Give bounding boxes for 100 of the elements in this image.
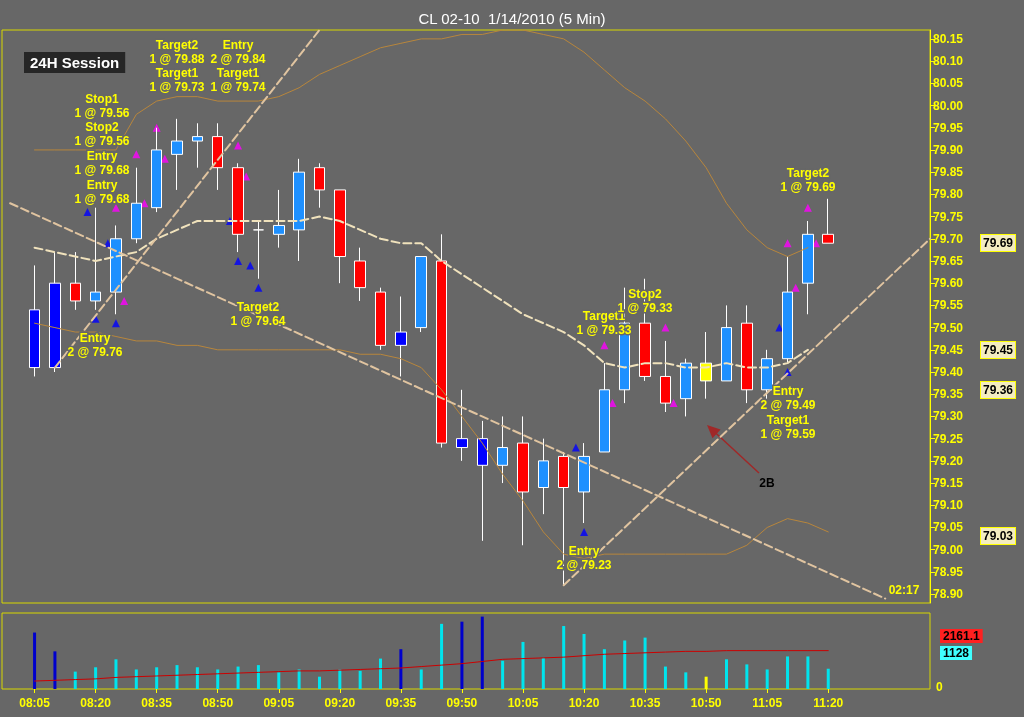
point bbox=[234, 256, 243, 265]
point bbox=[120, 296, 129, 305]
candlestick bbox=[415, 256, 427, 333]
bar bbox=[236, 666, 240, 689]
candlestick bbox=[293, 158, 305, 262]
y-tick-label: 79.15 bbox=[933, 476, 964, 491]
bar bbox=[786, 656, 790, 689]
x-tick-label: 08:35 bbox=[141, 696, 173, 710]
x-tick-label: 09:20 bbox=[324, 696, 356, 710]
candlestick bbox=[436, 233, 447, 449]
annotation: Target2 1 @ 79.69 bbox=[780, 166, 836, 194]
candlestick bbox=[49, 251, 61, 373]
x-tick-label: 10:50 bbox=[690, 696, 722, 710]
bar bbox=[501, 660, 505, 689]
candlestick bbox=[761, 349, 773, 400]
candlestick bbox=[171, 118, 183, 191]
candlestick bbox=[558, 451, 569, 586]
annotation: Entry 2 @ 79.76 bbox=[67, 331, 123, 359]
y-tick-label: 80.05 bbox=[933, 76, 964, 91]
bar bbox=[541, 657, 545, 689]
bar bbox=[602, 649, 606, 689]
x-tick-label: 11:05 bbox=[752, 696, 783, 710]
bar bbox=[419, 669, 423, 689]
annotation: Target2 1 @ 79.88 bbox=[149, 38, 205, 66]
bar bbox=[175, 665, 179, 689]
bar bbox=[745, 664, 749, 689]
candlestick bbox=[700, 331, 712, 400]
annotation: Entry 2 @ 79.84 bbox=[210, 38, 266, 66]
point bbox=[111, 203, 120, 212]
y-tick-label: 79.55 bbox=[933, 298, 964, 313]
bar bbox=[724, 659, 728, 689]
candlestick bbox=[721, 304, 732, 382]
candlestick bbox=[314, 162, 325, 209]
candlestick bbox=[456, 389, 468, 462]
chart-title: CL 02-10 1/14/2010 (5 Min) bbox=[418, 10, 606, 27]
candlestick bbox=[517, 415, 529, 546]
bar bbox=[73, 671, 77, 689]
x-tick-label: 08:05 bbox=[19, 696, 51, 710]
candlestick bbox=[29, 264, 40, 377]
bar bbox=[562, 626, 566, 689]
bar bbox=[399, 649, 403, 689]
point bbox=[803, 203, 812, 212]
bar bbox=[134, 669, 138, 689]
annotation: Stop2 1 @ 79.56 bbox=[74, 120, 130, 148]
point bbox=[669, 399, 678, 408]
y-tick-label: 79.20 bbox=[933, 453, 964, 468]
bar bbox=[663, 666, 667, 689]
candlestick bbox=[497, 415, 508, 484]
x-tick-label: 10:35 bbox=[629, 696, 661, 710]
bar bbox=[684, 672, 688, 689]
x-tick-label: 09:50 bbox=[446, 696, 478, 710]
y-tick-label: 79.65 bbox=[933, 253, 964, 268]
candlestick bbox=[477, 420, 488, 542]
y-tick-label: 80.10 bbox=[933, 54, 964, 69]
x-tick-label: 08:20 bbox=[80, 696, 112, 710]
point bbox=[661, 323, 670, 332]
candlestick bbox=[680, 358, 692, 417]
text: 1128 bbox=[943, 646, 970, 660]
candlestick bbox=[334, 189, 346, 284]
y-tick-label: 79.90 bbox=[933, 142, 964, 157]
bar bbox=[256, 665, 260, 689]
bar bbox=[33, 632, 37, 689]
y-tick-label: 79.50 bbox=[933, 320, 964, 335]
annotation: Entry 2 @ 79.23 bbox=[556, 544, 612, 572]
x-tick-label: 09:35 bbox=[385, 696, 417, 710]
annotation: 02:17 bbox=[888, 583, 920, 597]
annotation: Stop1 1 @ 79.56 bbox=[74, 92, 130, 120]
bar bbox=[521, 641, 525, 689]
text: 79.69 bbox=[983, 236, 1014, 250]
candlestick bbox=[395, 296, 407, 377]
x-tick-label: 11:20 bbox=[813, 696, 844, 710]
y-tick-label: 79.85 bbox=[933, 165, 964, 180]
text: 0 bbox=[936, 680, 943, 694]
y-tick-label: 78.90 bbox=[933, 587, 964, 602]
annotation: 2B bbox=[759, 476, 775, 490]
bar bbox=[582, 633, 586, 689]
bar bbox=[114, 659, 118, 689]
bar bbox=[317, 676, 321, 689]
bar bbox=[216, 669, 220, 689]
y-tick-label: 79.60 bbox=[933, 276, 964, 291]
y-tick-label: 79.25 bbox=[933, 431, 964, 446]
annotation: Entry 2 @ 79.49 bbox=[760, 384, 816, 412]
point bbox=[791, 283, 800, 292]
y-tick-label: 80.00 bbox=[933, 98, 964, 113]
y-tick-label: 79.45 bbox=[933, 342, 964, 357]
bar bbox=[623, 640, 627, 689]
bar bbox=[643, 637, 647, 689]
bar bbox=[440, 623, 444, 689]
candlestick bbox=[538, 438, 549, 515]
text: 79.03 bbox=[983, 529, 1014, 543]
bar bbox=[338, 669, 342, 689]
bar bbox=[277, 672, 281, 689]
annotation: Entry 1 @ 79.68 bbox=[74, 149, 130, 177]
bar bbox=[765, 669, 769, 689]
y-tick-label: 79.00 bbox=[933, 542, 964, 557]
candlestick bbox=[375, 287, 386, 351]
bar bbox=[94, 667, 98, 689]
y-tick-label: 79.75 bbox=[933, 209, 964, 224]
candlestick bbox=[741, 304, 753, 404]
y-tick-label: 79.10 bbox=[933, 498, 964, 513]
